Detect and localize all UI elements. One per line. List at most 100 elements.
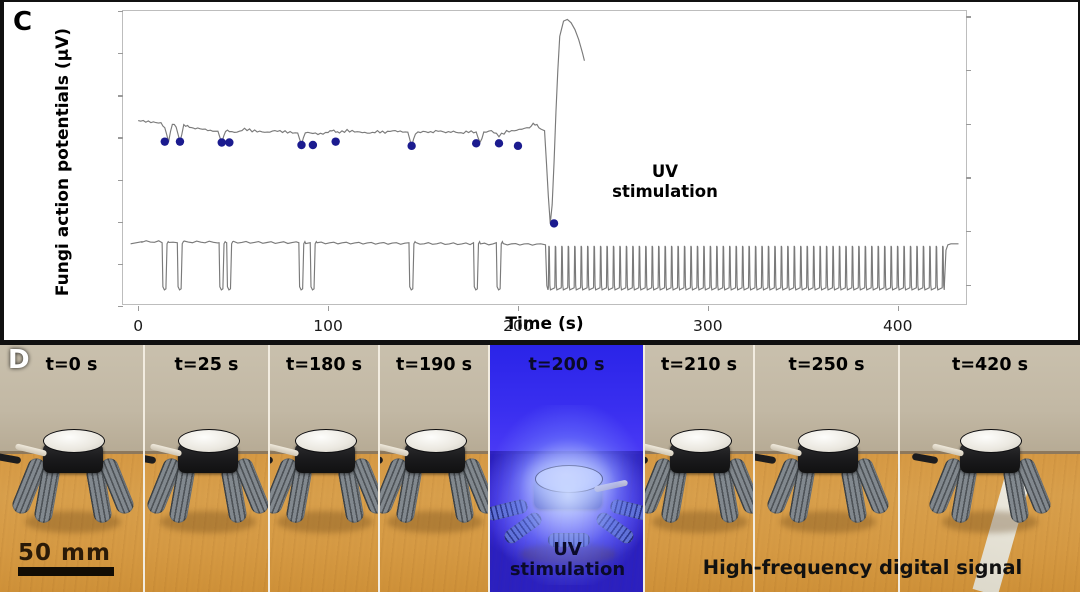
robot-top-cap (960, 429, 1022, 453)
fungal-spike-markers (160, 137, 559, 228)
soft-robot (145, 345, 268, 592)
fungal-spike-marker (331, 137, 340, 146)
pneumatic-tube-dark (645, 452, 649, 465)
plot-frame: −150−100−50050100150200 2002503003504004… (118, 10, 971, 335)
y-tick-mark-left (118, 95, 123, 97)
pneumatic-tube-dark (911, 452, 939, 465)
fungal-spike-marker (308, 140, 318, 150)
uv-annotation-line1: UV (651, 162, 679, 181)
fungal-spike-marker (297, 140, 306, 150)
pneumatic-tube (149, 443, 182, 457)
panel-d-frame: t=0 s (0, 345, 145, 592)
pneumatic-tube (270, 443, 300, 457)
frame-time-label: t=190 s (395, 355, 473, 375)
y-tick-mark-left (118, 53, 123, 55)
caption-uv-line2: stimulation (509, 559, 626, 581)
panel-c-chart: C Fungi action potentials (µV) Robot act… (0, 0, 1080, 340)
panel-d-frame: t=200 s (490, 345, 645, 592)
soft-robot (0, 345, 143, 592)
panel-d-frame: t=25 s (145, 345, 270, 592)
robot-pressure-trace (130, 240, 959, 291)
x-tick-mark (707, 306, 710, 311)
robot-top-cap (405, 429, 467, 453)
y-tick-mark-left (118, 11, 123, 13)
y-axis-label-left: Fungi action potentials (µV) (53, 27, 73, 297)
panel-d-letter: D (8, 345, 30, 375)
fungal-spike-marker (549, 219, 559, 228)
fungal-spike-marker (175, 137, 185, 146)
y-tick-mark-right (966, 177, 971, 179)
x-tick-label: 0 (133, 317, 144, 335)
y-tick-mark-left (118, 179, 123, 181)
fungal-spike-marker (160, 137, 169, 146)
frame-time-label: t=250 s (788, 355, 865, 375)
fungal-spike-marker (217, 138, 226, 147)
caption-high-frequency-signal: High-frequency digital signal (702, 556, 1023, 579)
fungal-spike-marker (494, 139, 504, 148)
scale-bar-value: 50 (18, 540, 53, 566)
frame-time-label: t=25 s (174, 355, 239, 375)
frame-time-label: t=200 s (528, 355, 605, 375)
x-tick-label: 400 (882, 317, 913, 335)
uv-annotation-line2: stimulation (612, 182, 718, 202)
frame-time-label: t=420 s (951, 355, 1029, 375)
robot-top-cap (177, 429, 240, 453)
y-tick-mark-right (966, 70, 971, 72)
signal-traces (130, 18, 959, 291)
y-tick-mark-left (118, 306, 123, 308)
uv-stimulation-annotation: UV stimulation (590, 162, 740, 202)
fungal-spike-marker (407, 141, 416, 151)
x-tick-label: 200 (503, 317, 533, 335)
y-tick-mark-left (118, 263, 123, 266)
y-tick-mark-right (966, 284, 971, 286)
scale-bar-unit: mm (61, 540, 111, 566)
robot-top-cap (295, 429, 357, 453)
x-axis-label: Time (s) (505, 314, 584, 334)
soft-robot (270, 345, 378, 592)
fungal-spike-marker (225, 138, 234, 147)
panel-d-frame: t=210 s (645, 345, 755, 592)
panel-d-frame: t=250 s (755, 345, 900, 592)
y-tick-mark-left (118, 137, 123, 139)
frame-time-label: t=210 s (660, 355, 738, 375)
pneumatic-tube-dark (0, 452, 21, 465)
pneumatic-tube (931, 443, 965, 457)
frame-time-label: t=0 s (45, 355, 98, 375)
y-tick-mark-right (966, 16, 971, 18)
pneumatic-tube-dark (145, 452, 156, 465)
pneumatic-tube (14, 443, 47, 457)
frame-time-label: t=180 s (285, 355, 363, 375)
uv-glow (490, 405, 643, 585)
x-tick-label: 300 (693, 317, 723, 335)
x-tick-mark (517, 306, 520, 311)
panel-d-frame: t=190 s (380, 345, 490, 592)
pneumatic-tube-dark (380, 452, 384, 465)
scale-bar: 50 mm (18, 540, 114, 576)
x-tick-mark (328, 306, 330, 311)
soft-robot (900, 345, 1080, 592)
fungal-spike-marker (471, 139, 481, 148)
y-tick-mark-right (966, 123, 971, 125)
robot-top-cap (42, 429, 105, 453)
fungal-spike-marker (513, 141, 523, 151)
soft-robot (380, 345, 488, 592)
panel-d-frame: t=420 s (900, 345, 1080, 592)
x-tick-mark (897, 306, 900, 311)
x-tick-mark (138, 306, 140, 311)
soft-robot (490, 345, 643, 592)
panel-c-letter: C (13, 7, 33, 37)
robot-top-cap (670, 429, 732, 453)
pneumatic-tube (645, 443, 675, 457)
soft-robot (645, 345, 753, 592)
caption-uv-stimulation: UV stimulation (490, 539, 645, 581)
y-tick-mark-left (118, 221, 123, 223)
pneumatic-tube-dark (270, 452, 274, 465)
fungi-action-potential-trace (138, 18, 585, 224)
caption-uv-line1: UV (553, 539, 582, 560)
panel-d-frame: t=180 s (270, 345, 380, 592)
pneumatic-tube (380, 443, 410, 457)
robot-top-cap (797, 429, 860, 453)
scale-bar-text: 50 mm (18, 540, 114, 566)
pneumatic-tube-dark (755, 452, 776, 465)
